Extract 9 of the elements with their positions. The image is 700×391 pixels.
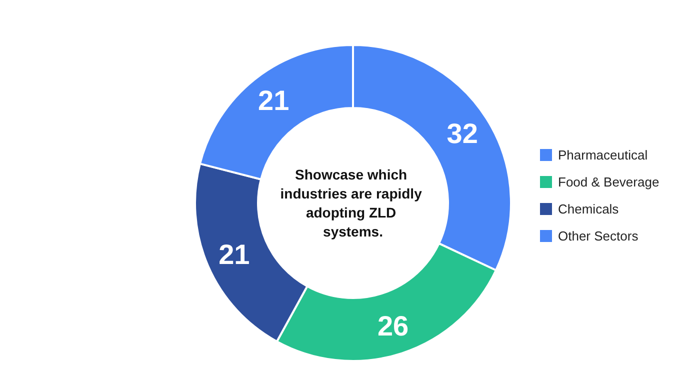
data-label: 26	[377, 310, 409, 342]
legend-label: Pharmaceutical	[558, 148, 648, 162]
data-label: 21	[218, 238, 250, 270]
legend-label: Food & Beverage	[558, 174, 660, 190]
legend-label: Other Sectors	[558, 228, 639, 244]
legend-label: Chemicals	[558, 202, 620, 216]
text: Showcase which industries are rapidly adopting ZLD systems.	[280, 166, 426, 240]
data-label: 21	[258, 85, 290, 116]
data-label: 32	[446, 118, 478, 150]
